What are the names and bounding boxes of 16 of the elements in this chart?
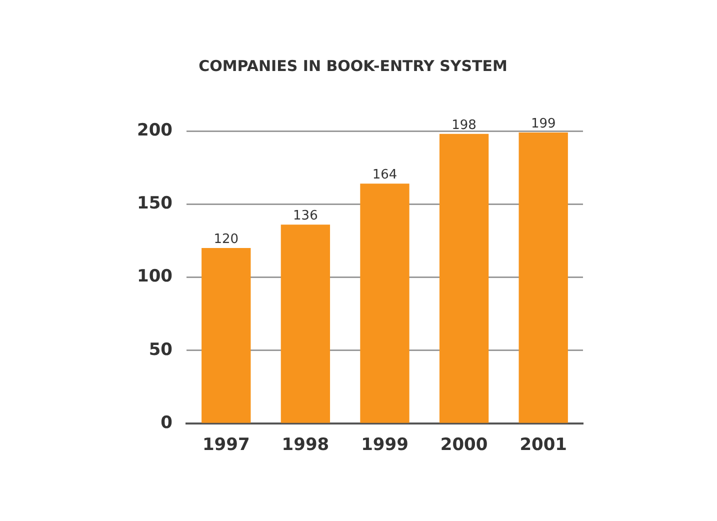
x-tick-label: 2000 bbox=[440, 435, 488, 456]
data-label: 199 bbox=[530, 116, 556, 132]
data-label: 120 bbox=[214, 232, 239, 247]
y-tick-label: 200 bbox=[136, 120, 173, 140]
y-tick-label: 100 bbox=[136, 266, 173, 287]
x-tick-label: 2001 bbox=[520, 435, 568, 456]
y-tick-label: 150 bbox=[136, 194, 173, 214]
y-tick-label: 50 bbox=[148, 340, 173, 360]
x-tick-label: 1997 bbox=[202, 435, 250, 456]
chart-title: COMPANIES IN BOOK-ENTRY SYSTEM bbox=[198, 56, 508, 75]
data-label: 164 bbox=[372, 168, 398, 183]
data-label: 198 bbox=[452, 118, 476, 133]
y-tick-label: 0 bbox=[160, 413, 173, 434]
x-tick-label: 1998 bbox=[282, 435, 330, 456]
data-label: 136 bbox=[293, 208, 318, 224]
x-tick-label: 1999 bbox=[361, 435, 408, 456]
